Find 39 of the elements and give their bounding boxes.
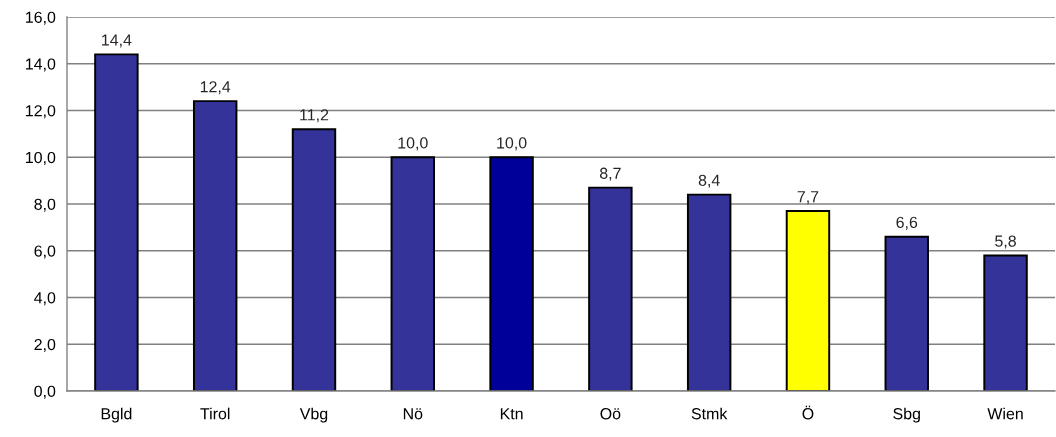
bar xyxy=(291,128,337,391)
x-tick-label: Wien xyxy=(987,407,1023,420)
data-label: 10,0 xyxy=(398,137,428,151)
y-tick-label: 2,0 xyxy=(34,338,56,353)
y-tick-label: 8,0 xyxy=(34,198,56,212)
bar xyxy=(588,186,633,391)
y-tick-label: 0,0 xyxy=(34,385,56,399)
bar xyxy=(785,210,831,391)
data-label: 8,4 xyxy=(698,174,720,188)
x-tick-label: Ö xyxy=(802,405,814,420)
x-tick-label: Bgld xyxy=(101,407,132,423)
x-tick-label: Sbg xyxy=(893,407,920,423)
data-label: 14,4 xyxy=(102,34,132,48)
y-tick-label: 10,0 xyxy=(26,151,56,166)
data-label: 5,8 xyxy=(995,235,1016,249)
x-tick-label: Stmk xyxy=(691,407,728,420)
y-tick-label: 16,0 xyxy=(26,11,56,25)
y-tick-label: 14,0 xyxy=(26,58,56,72)
data-label: 11,2 xyxy=(300,109,329,123)
y-tick-label: 4,0 xyxy=(34,292,56,306)
y-tick-label: 6,0 xyxy=(34,245,56,259)
data-label: 10,0 xyxy=(497,137,527,151)
data-label: 7,7 xyxy=(797,191,819,205)
bar xyxy=(983,254,1028,391)
x-tick-label: Oö xyxy=(600,408,621,420)
data-label: 8,7 xyxy=(599,167,621,181)
data-label: 6,6 xyxy=(896,216,918,230)
bar xyxy=(686,193,732,391)
y-tick-label: 12,0 xyxy=(26,105,56,119)
x-tick-label: Ktn xyxy=(500,408,523,420)
bar xyxy=(192,100,238,391)
bar xyxy=(390,156,435,391)
x-tick-label: Nö xyxy=(403,408,423,420)
bar xyxy=(94,53,139,391)
bar xyxy=(884,235,929,391)
x-tick-label: Vbg xyxy=(299,407,328,423)
data-label: 12,4 xyxy=(200,81,231,95)
x-tick-label: Tirol xyxy=(200,407,230,420)
bar xyxy=(489,156,534,391)
